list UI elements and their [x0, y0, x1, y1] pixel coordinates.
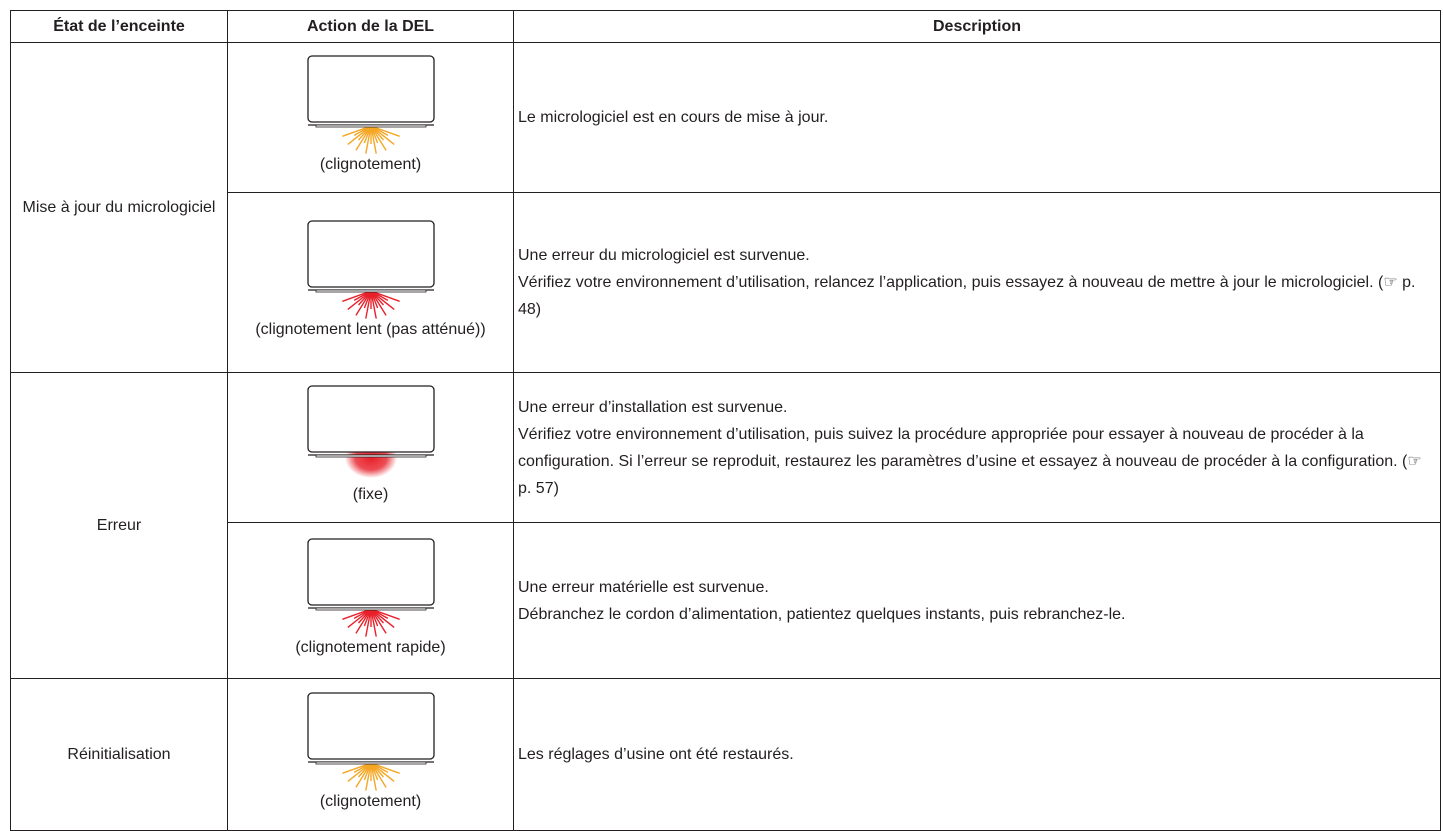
led-ray	[354, 125, 372, 151]
description-line: Une erreur d’installation est survenue.	[518, 398, 788, 416]
description-cell: Une erreur du micrologiciel est survenue…	[513, 192, 1441, 373]
speaker-icon	[306, 384, 435, 478]
led-ray	[369, 762, 377, 791]
led-label: (clignotement)	[319, 792, 422, 810]
led-label: (clignotement rapide)	[295, 638, 446, 656]
description-line: Une erreur matérielle est survenue.	[518, 578, 769, 596]
description-line: Les réglages d’usine ont été restaurés.	[518, 746, 794, 763]
led-cell: (clignotement)	[227, 42, 514, 193]
led-ray	[341, 761, 371, 774]
speaker-icon	[306, 691, 435, 791]
led-ray	[346, 761, 371, 782]
led-label: (clignotement)	[319, 155, 422, 173]
description-cell: Le micrologiciel est en cours de mise à …	[513, 42, 1441, 193]
led-ray	[354, 290, 372, 316]
table-body: Mise à jour du micrologiciel (clignotemen…	[10, 42, 1441, 831]
led-ray	[369, 125, 377, 154]
led-ray	[354, 762, 372, 788]
led-ray	[370, 761, 395, 782]
header-cell: Action de la DEL	[227, 10, 514, 43]
state-cell: Erreur	[10, 372, 228, 679]
led-ray	[369, 290, 387, 316]
table-row: (clignotement rapide) Une erreur matériel…	[11, 522, 1441, 679]
state-cell: Mise à jour du micrologiciel	[10, 42, 228, 373]
description-cell: Les réglages d’usine ont été restaurés.	[513, 678, 1441, 831]
speaker-body	[306, 537, 435, 606]
description-line: Vérifiez votre environnement d’utilisati…	[518, 274, 1416, 318]
led-ray	[370, 124, 400, 137]
speaker-icon	[306, 54, 435, 154]
led-ray	[364, 762, 372, 791]
header-cell: Description	[513, 10, 1441, 43]
led-ray	[364, 125, 372, 154]
led-ray	[369, 608, 387, 634]
led-ray	[341, 124, 371, 137]
led-ray	[370, 124, 395, 145]
led-ray	[341, 607, 371, 620]
speaker-icon	[306, 219, 435, 319]
led-ray	[364, 608, 372, 637]
led-table: État de l’enceinte Action de la DEL Desc…	[10, 10, 1441, 831]
state-cell: Réinitialisation	[10, 678, 228, 831]
table-row: (clignotement lent (pas atténué)) Une err…	[11, 192, 1441, 373]
description-line: Une erreur du micrologiciel est survenue…	[518, 247, 810, 264]
speaker-body	[306, 54, 435, 123]
header-cell: État de l’enceinte	[10, 10, 228, 43]
led-ray	[369, 290, 377, 319]
led-label: (clignotement lent (pas atténué))	[255, 320, 486, 338]
led-cell: (clignotement)	[227, 678, 514, 831]
description-cell: Une erreur matérielle est survenue. Débra…	[513, 522, 1441, 679]
led-ray	[346, 124, 371, 145]
led-cell: (clignotement rapide)	[227, 522, 514, 679]
led-label: (fixe)	[352, 485, 389, 503]
speaker-foot	[315, 454, 426, 457]
speaker-icon	[306, 537, 435, 637]
led-ray	[370, 761, 400, 774]
led-ray	[370, 289, 400, 302]
header-row: État de l’enceinte Action de la DEL Desc…	[10, 10, 1441, 43]
led-cell: (clignotement lent (pas atténué))	[227, 192, 514, 373]
led-cell: (fixe)	[227, 372, 514, 523]
led-ray	[341, 289, 371, 302]
speaker-body	[306, 384, 435, 453]
led-ray	[369, 608, 377, 637]
speaker-foot	[315, 124, 426, 127]
speaker-body	[306, 219, 435, 288]
speaker-foot	[315, 761, 426, 764]
led-ray	[354, 608, 372, 634]
speaker-foot	[315, 289, 426, 292]
led-ray	[346, 289, 371, 310]
description-line: Vérifiez votre environnement d’utilisati…	[518, 425, 1422, 497]
table-row: Erreur (fixe) Une erreur d’installation es…	[10, 372, 1441, 679]
led-ray	[370, 289, 395, 310]
speaker-foot	[315, 607, 426, 610]
led-ray	[364, 290, 372, 319]
table-row: Réinitialisation (clignotement) Les réglag…	[10, 678, 1441, 831]
description-cell: Une erreur d’installation est survenue. V…	[513, 372, 1441, 523]
description-line: Le micrologiciel est en cours de mise à …	[518, 109, 829, 126]
description-line: Débranchez le cordon d’alimentation, pat…	[518, 605, 1126, 623]
led-ray	[370, 607, 400, 620]
table-row: Mise à jour du micrologiciel (clignotemen…	[10, 42, 1441, 373]
led-ray	[369, 762, 387, 788]
speaker-body	[306, 691, 435, 760]
led-ray	[346, 607, 371, 628]
led-ray	[369, 125, 387, 151]
led-ray	[370, 607, 395, 628]
